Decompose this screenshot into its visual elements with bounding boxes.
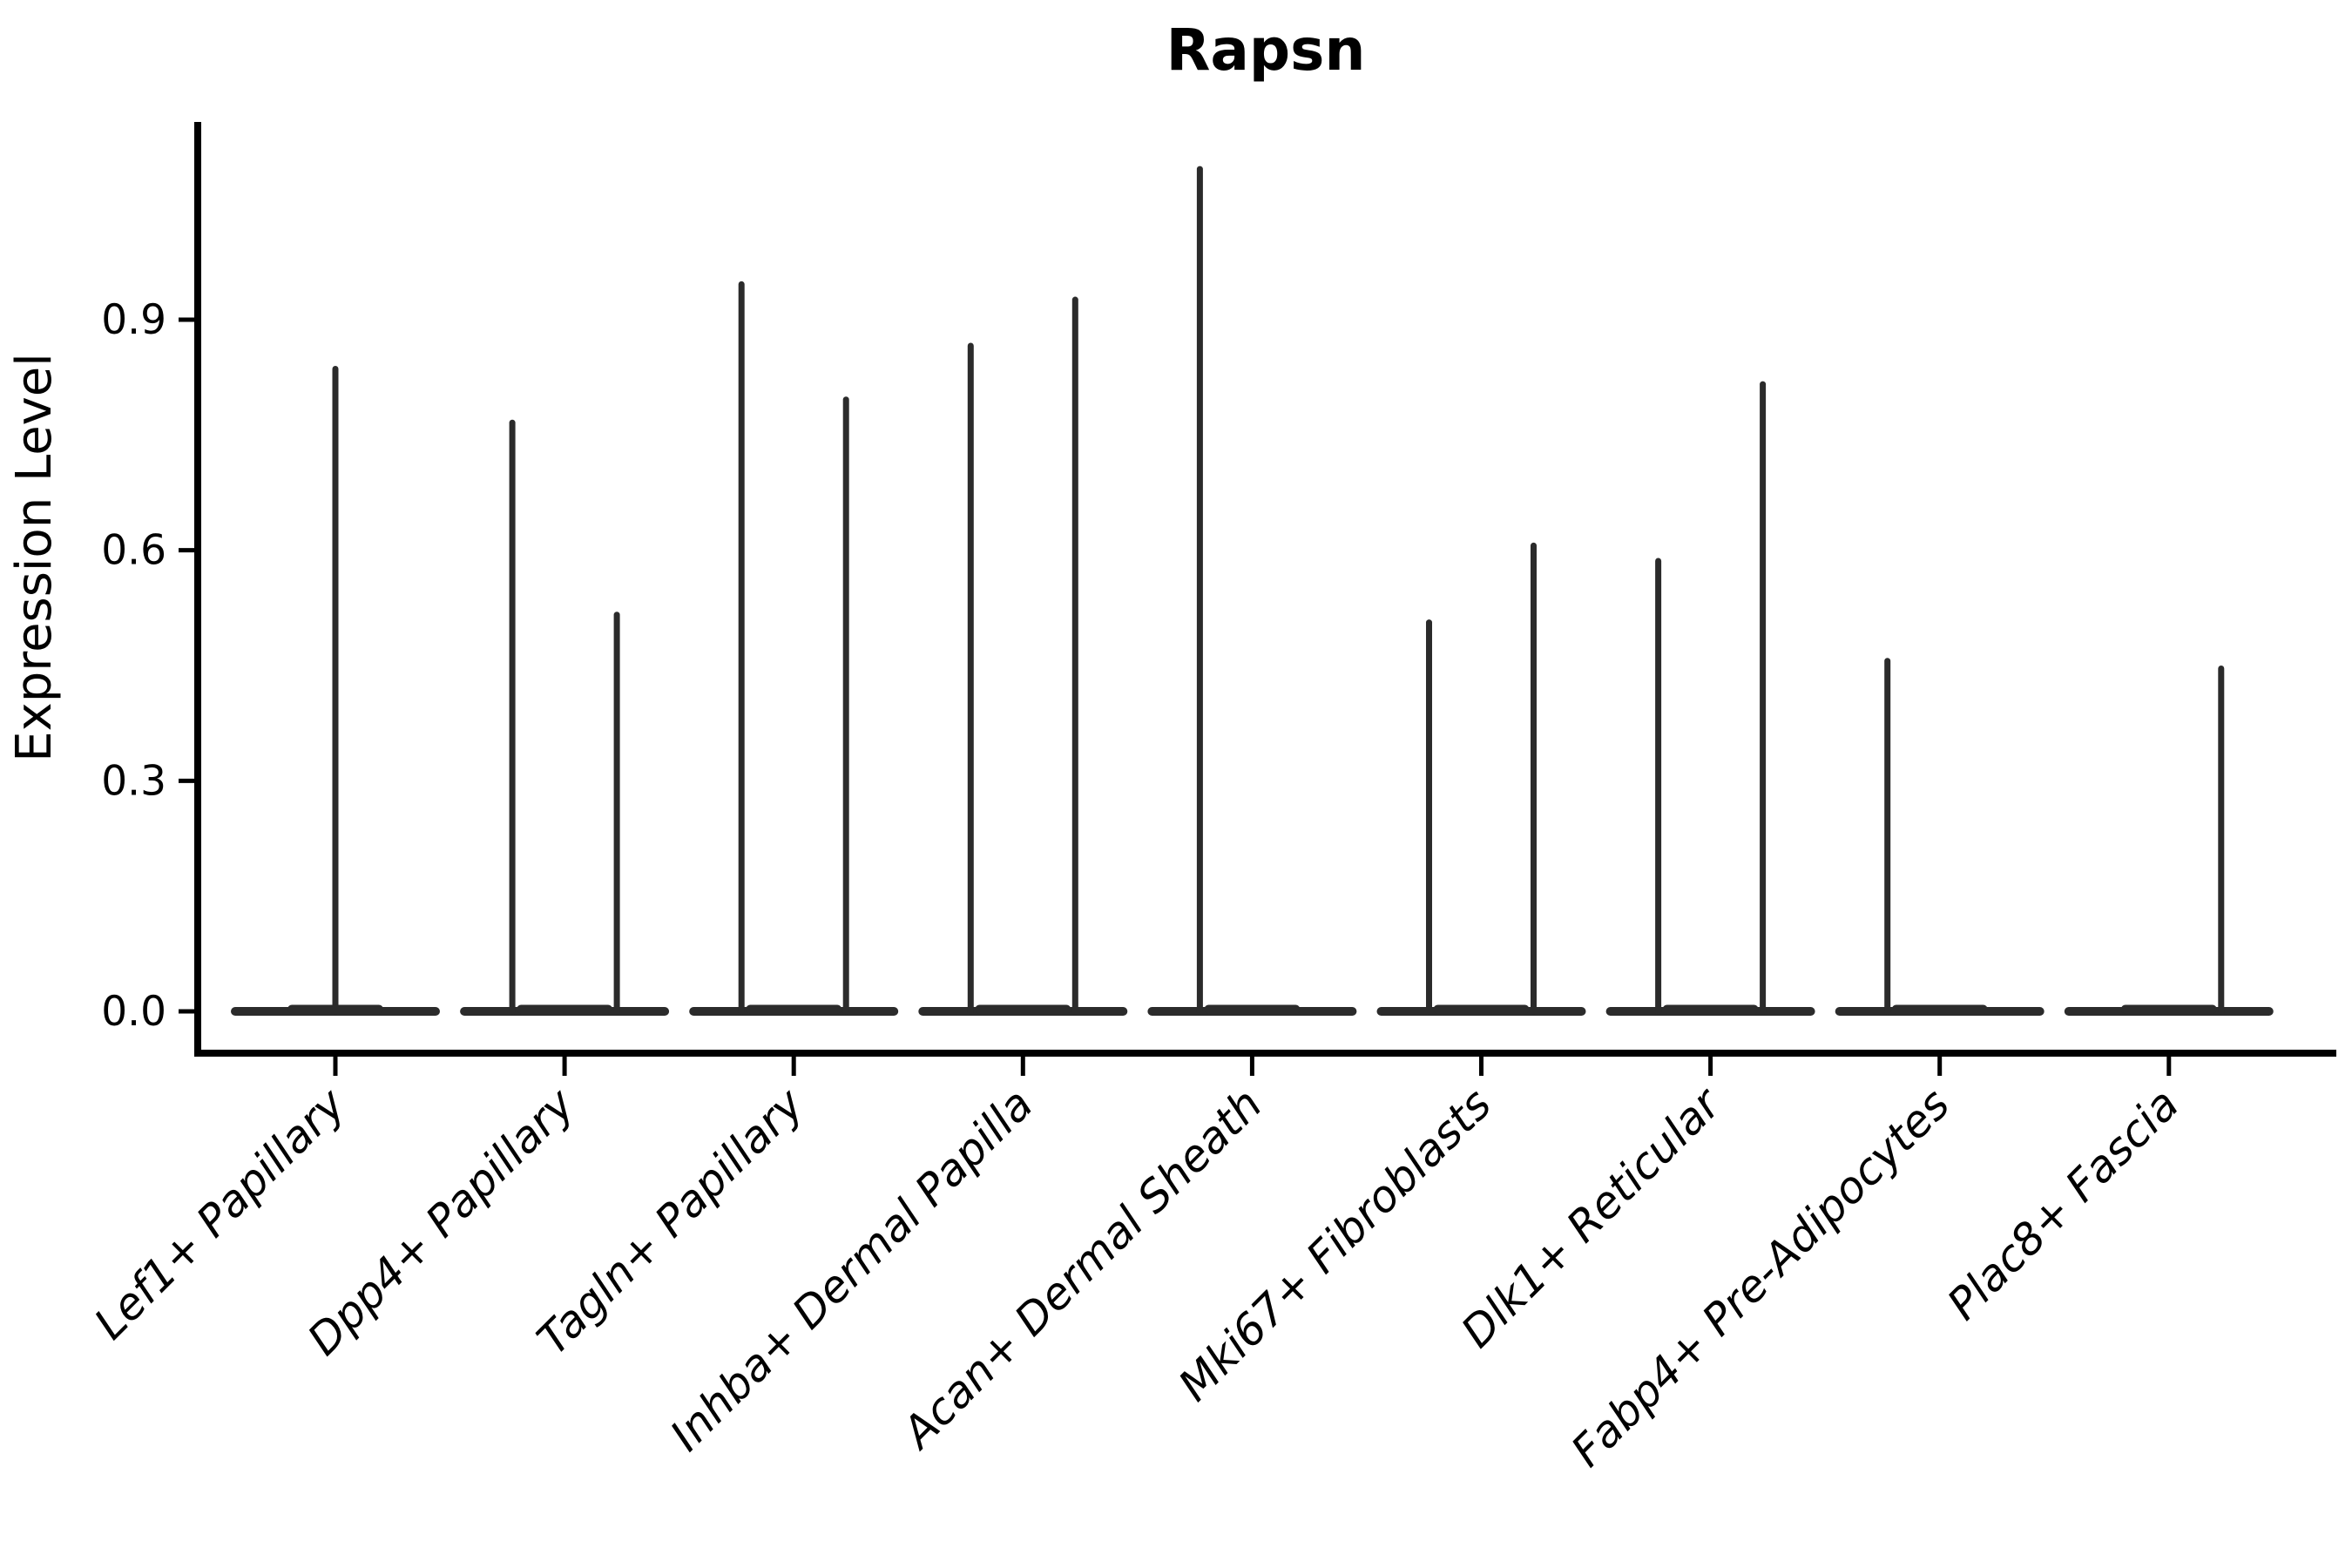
- violin-spike: [738, 280, 745, 1015]
- x-tick-label: Plac8+ Fascia: [1937, 1078, 2188, 1329]
- violin-baseline-bulge: [517, 1004, 613, 1014]
- x-tick-label: Inhba+ Dermal Papilla: [660, 1078, 1042, 1460]
- violin-spike: [1426, 619, 1432, 1015]
- violin-spike: [613, 612, 620, 1015]
- violin-spike: [842, 396, 849, 1015]
- violin-spike: [1760, 381, 1767, 1015]
- violin: [1376, 542, 1586, 1016]
- violin: [1835, 658, 2044, 1016]
- chart-title: Rapsn: [1166, 17, 1366, 84]
- violin: [2064, 666, 2274, 1016]
- violin-spike: [332, 365, 339, 1015]
- y-tick-label: 0.3: [101, 757, 166, 805]
- y-tick-label: 0.9: [101, 296, 166, 344]
- violin-spike: [509, 419, 516, 1015]
- violin-baseline-bulge: [746, 1004, 842, 1014]
- violin-baseline-bulge: [2120, 1004, 2217, 1014]
- violin-baseline-bulge: [1204, 1004, 1301, 1014]
- violin-spike: [1531, 542, 1537, 1015]
- violin-spike: [1071, 296, 1078, 1016]
- violin-baseline-bulge: [1891, 1004, 1988, 1014]
- y-tick-label: 0.6: [101, 527, 166, 575]
- violin: [1147, 166, 1357, 1016]
- y-tick-label: 0.0: [101, 988, 166, 1036]
- violin: [918, 296, 1128, 1016]
- violin-spike: [1884, 658, 1891, 1015]
- violins-layer: [231, 166, 2274, 1016]
- violin-spike: [1196, 166, 1203, 1015]
- violin: [460, 419, 670, 1016]
- violin: [689, 280, 899, 1016]
- violin-spike: [1655, 558, 1662, 1015]
- violin-spike: [2218, 666, 2225, 1015]
- violin-spike: [967, 342, 974, 1016]
- violin-baseline-bulge: [975, 1004, 1071, 1014]
- violin: [231, 365, 440, 1016]
- violin: [1605, 381, 1815, 1016]
- violin-baseline-bulge: [1662, 1004, 1759, 1014]
- x-tick-label: Fabp4+ Pre-Adipocytes: [1562, 1078, 1960, 1477]
- x-tick-label: Lef1+ Papillary: [84, 1078, 355, 1348]
- y-axis-label: Expression Level: [6, 353, 63, 762]
- violin-baseline-bulge: [1433, 1004, 1530, 1014]
- x-tick-label: Acan+ Dermal Sheath: [891, 1078, 1272, 1459]
